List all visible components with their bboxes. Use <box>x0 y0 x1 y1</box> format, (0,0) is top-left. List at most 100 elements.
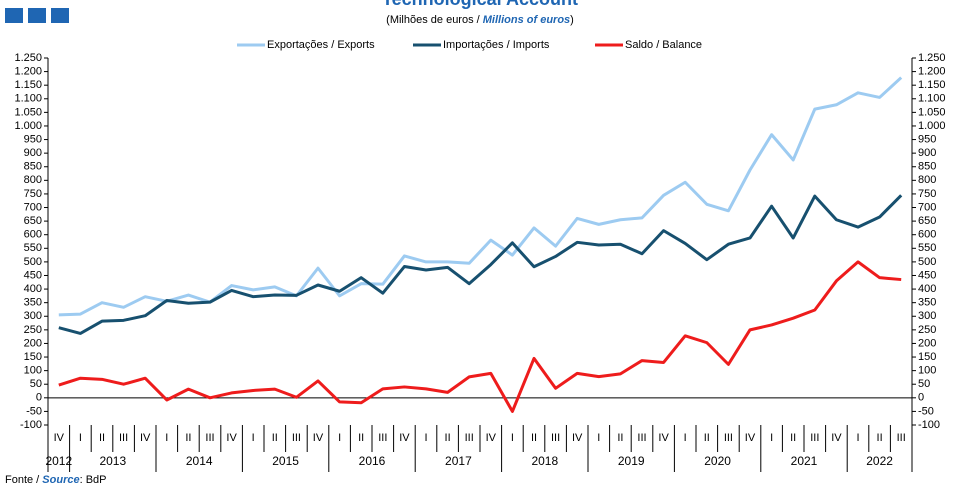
x-tick-label: IV <box>658 432 669 444</box>
subtitle-part: ) <box>570 14 574 26</box>
logo-block <box>28 8 46 23</box>
y2-tick-label: 400 <box>918 283 936 295</box>
y-tick-label: 850 <box>24 161 42 173</box>
x-tick-label: III <box>205 432 214 444</box>
x-tick-label: I <box>597 432 600 444</box>
x-tick-label: II <box>790 432 796 444</box>
x-tick-label: II <box>358 432 364 444</box>
x-tick-label: I <box>684 432 687 444</box>
x-tick-label: I <box>79 432 82 444</box>
x-tick-label: IV <box>54 432 65 444</box>
x-tick-label: III <box>551 432 560 444</box>
x-tick-label: III <box>119 432 128 444</box>
x-tick-label: II <box>531 432 537 444</box>
x-tick-label: I <box>424 432 427 444</box>
source-part: Source <box>42 474 79 486</box>
x-tick-label: I <box>252 432 255 444</box>
x-tick-label: III <box>378 432 387 444</box>
x-group-label: 2012 <box>45 454 72 468</box>
y-tick-label: -50 <box>26 405 42 417</box>
x-group-label: 2021 <box>791 454 818 468</box>
series-line <box>58 76 903 317</box>
series-line <box>58 194 903 335</box>
x-group-label: 2018 <box>531 454 558 468</box>
x-group-label: 2013 <box>99 454 126 468</box>
y-tick-label: 250 <box>24 324 42 336</box>
x-tick-label: IV <box>831 432 842 444</box>
y2-tick-label: 950 <box>918 133 936 145</box>
y-tick-label: 900 <box>24 147 42 159</box>
x-tick-label: III <box>724 432 733 444</box>
legend-label: Exportações / Exports <box>267 39 375 51</box>
y-tick-label: 300 <box>24 310 42 322</box>
y2-tick-label: 550 <box>918 242 936 254</box>
x-tick-label: II <box>99 432 105 444</box>
x-tick-label: I <box>165 432 168 444</box>
x-tick-label: III <box>465 432 474 444</box>
source-part: Fonte / <box>5 474 42 486</box>
logo-block <box>51 8 69 23</box>
y-tick-label: 1.000 <box>14 120 42 132</box>
x-tick-label: I <box>770 432 773 444</box>
y2-tick-label: 600 <box>918 229 936 241</box>
legend-label: Importações / Imports <box>443 39 550 51</box>
y2-tick-label: 1.100 <box>918 93 946 105</box>
x-group-label: 2019 <box>618 454 645 468</box>
y2-tick-label: 1.050 <box>918 106 946 118</box>
y-tick-label: 50 <box>30 378 42 390</box>
y2-tick-label: 300 <box>918 310 936 322</box>
x-tick-label: III <box>292 432 301 444</box>
x-tick-label: II <box>445 432 451 444</box>
y-tick-label: 550 <box>24 242 42 254</box>
y-tick-label: 450 <box>24 269 42 281</box>
y2-tick-label: 250 <box>918 324 936 336</box>
y2-tick-label: 1.000 <box>918 120 946 132</box>
y2-tick-label: 350 <box>918 297 936 309</box>
x-tick-label: III <box>810 432 819 444</box>
y-tick-label: 1.250 <box>14 52 42 64</box>
y-tick-label: 1.050 <box>14 106 42 118</box>
y2-tick-label: 750 <box>918 188 936 200</box>
x-tick-label: IV <box>313 432 324 444</box>
x-group-label: 2014 <box>186 454 213 468</box>
x-tick-label: III <box>637 432 646 444</box>
y-tick-label: 0 <box>36 392 42 404</box>
legend-label: Saldo / Balance <box>625 39 702 51</box>
y-tick-label: -100 <box>20 419 42 431</box>
y-tick-label: 1.200 <box>14 65 42 77</box>
y2-tick-label: 700 <box>918 201 936 213</box>
y2-tick-label: 50 <box>918 378 930 390</box>
y2-tick-label: -100 <box>918 419 940 431</box>
x-group-label: 2020 <box>704 454 731 468</box>
y-tick-label: 1.150 <box>14 79 42 91</box>
subtitle-part: Millions of euros <box>483 14 570 26</box>
source-part: : BdP <box>80 474 107 486</box>
subtitle-part: (Milhões de euros / <box>386 14 483 26</box>
x-tick-label: II <box>704 432 710 444</box>
x-group-label: 2015 <box>272 454 299 468</box>
y-tick-label: 700 <box>24 201 42 213</box>
chart-title: Technological Account <box>382 0 578 9</box>
x-tick-label: II <box>272 432 278 444</box>
y-tick-label: 350 <box>24 297 42 309</box>
y2-tick-label: 150 <box>918 351 936 363</box>
x-tick-label: IV <box>572 432 583 444</box>
x-tick-label: I <box>511 432 514 444</box>
x-group-label: 2016 <box>359 454 386 468</box>
y2-tick-label: 1.250 <box>918 52 946 64</box>
x-tick-label: II <box>185 432 191 444</box>
x-tick-label: II <box>877 432 883 444</box>
y2-tick-label: 500 <box>918 256 936 268</box>
x-tick-label: IV <box>399 432 410 444</box>
y2-tick-label: -50 <box>918 405 934 417</box>
x-tick-label: II <box>617 432 623 444</box>
y-tick-label: 750 <box>24 188 42 200</box>
x-group-label: 2017 <box>445 454 472 468</box>
chart-subtitle: (Milhões de euros / Millions of euros) <box>386 14 574 26</box>
y-tick-label: 600 <box>24 229 42 241</box>
y-tick-label: 1.100 <box>14 93 42 105</box>
x-tick-label: IV <box>140 432 151 444</box>
y2-tick-label: 450 <box>918 269 936 281</box>
y-tick-label: 800 <box>24 174 42 186</box>
